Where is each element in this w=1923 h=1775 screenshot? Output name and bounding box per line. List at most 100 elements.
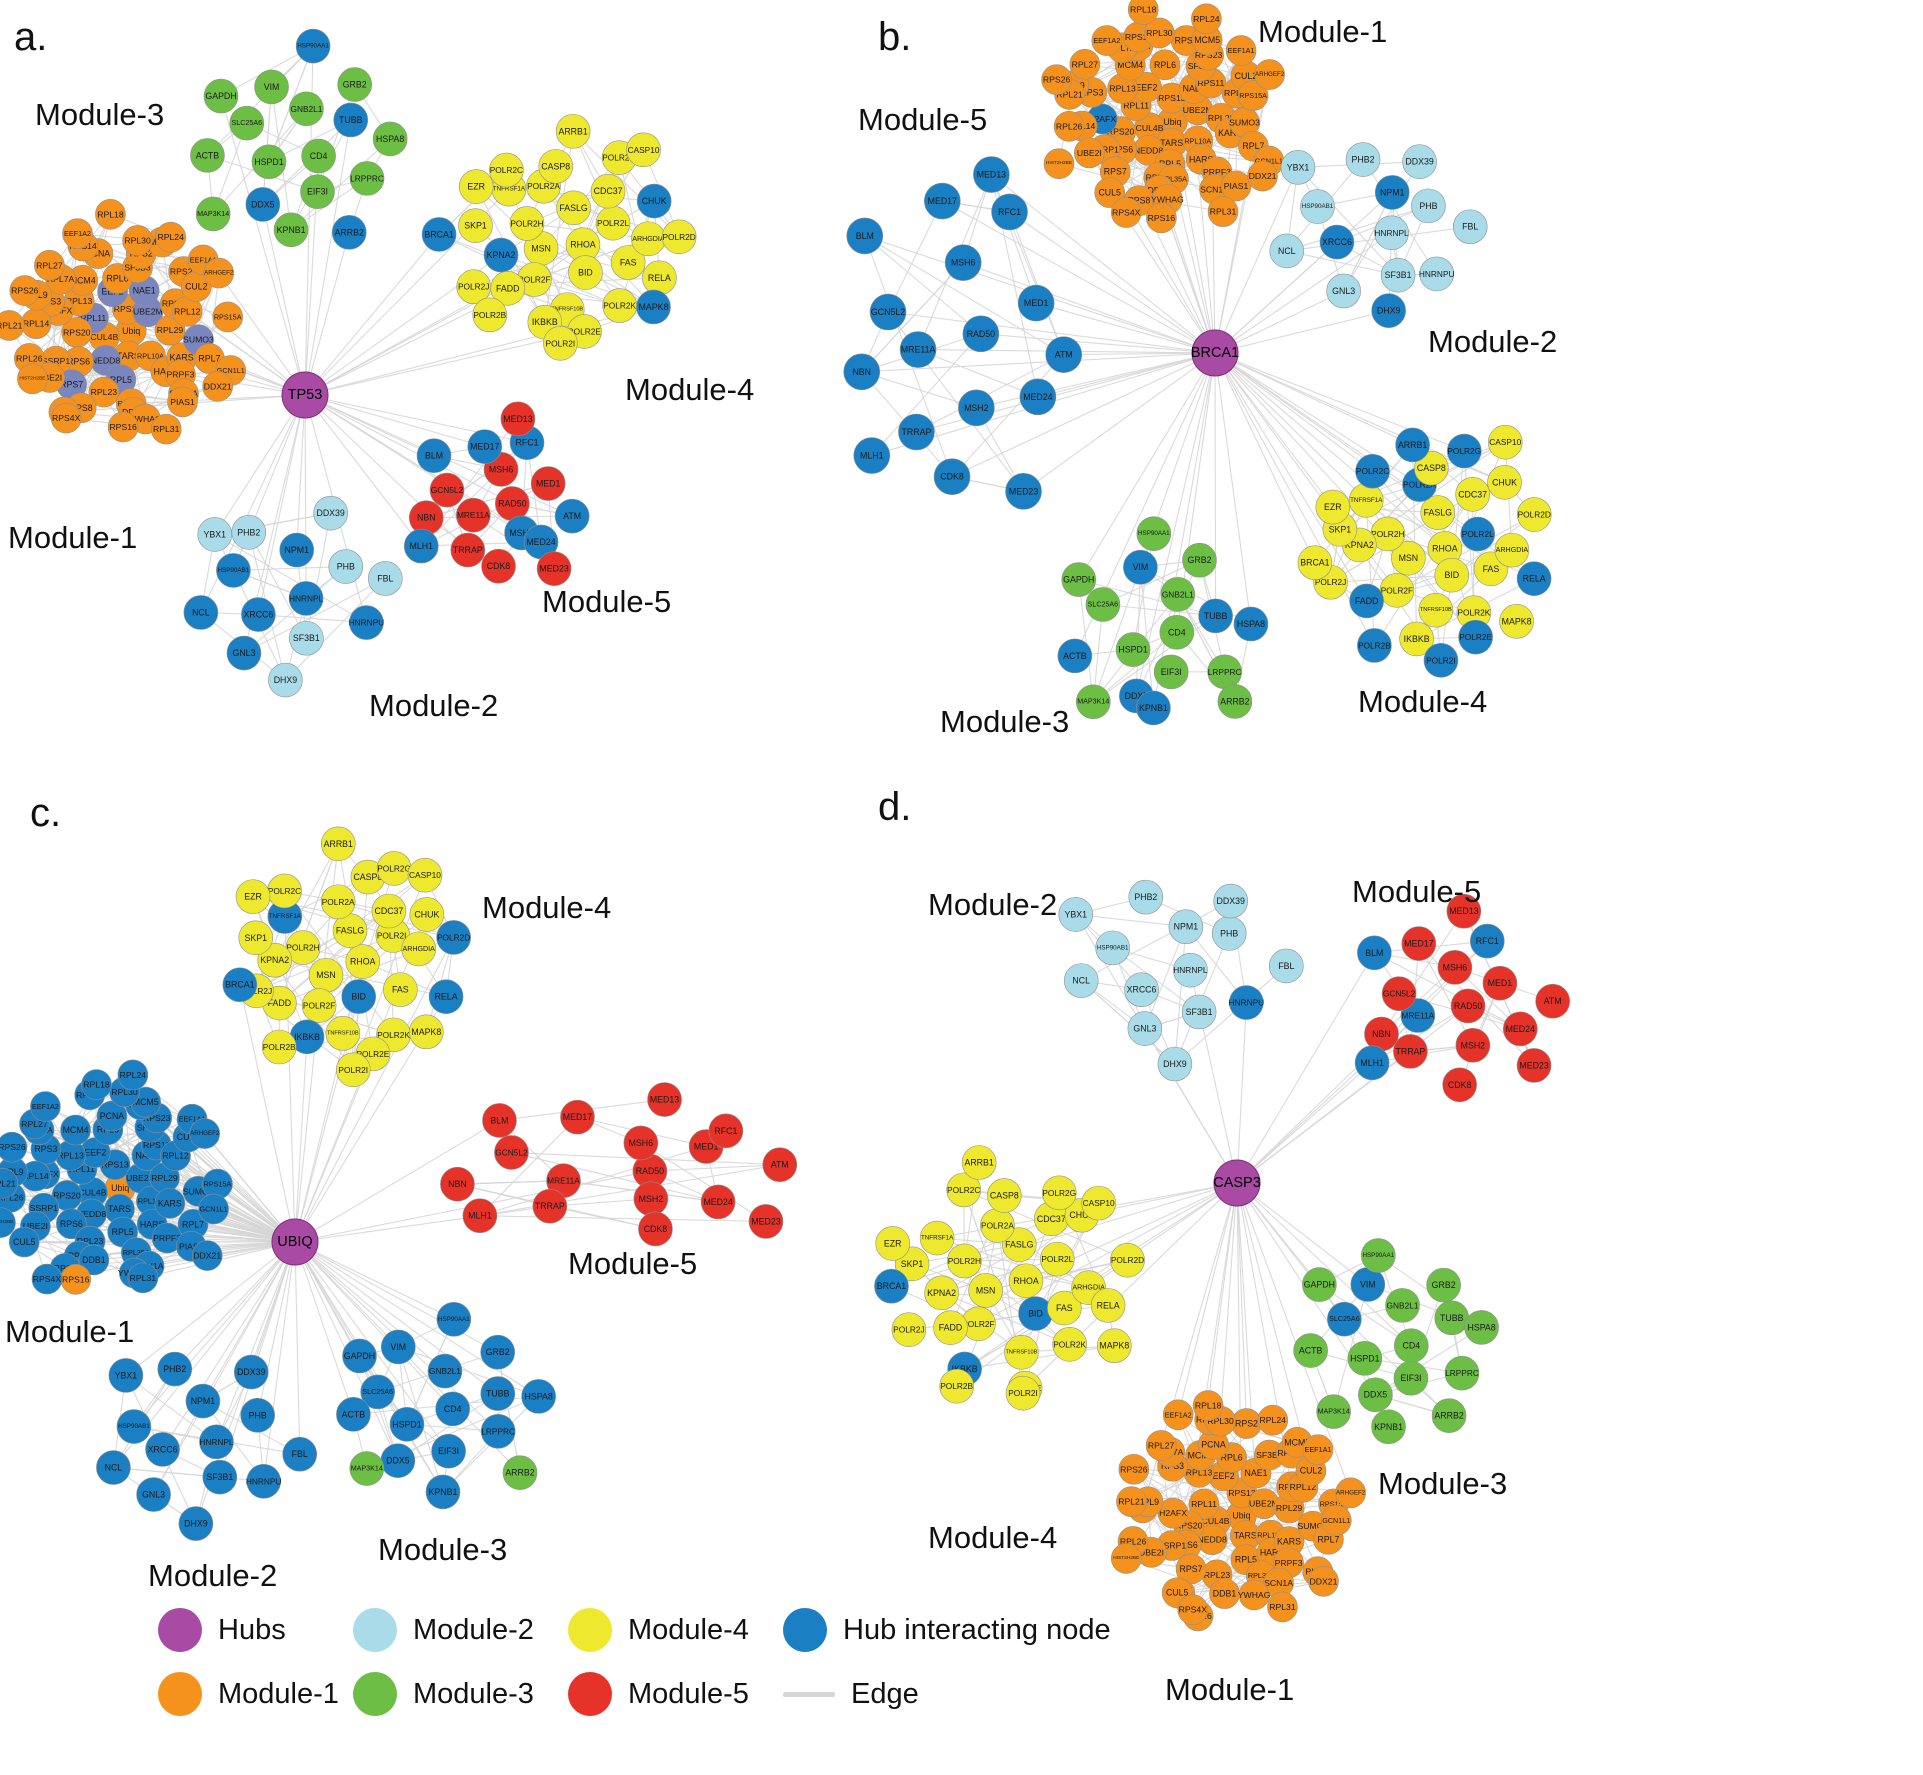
node-POLR2L (1039, 1241, 1075, 1277)
node-TNFRSF10B (1418, 592, 1454, 628)
node-RPS26 (1118, 1453, 1150, 1485)
edge (543, 185, 649, 240)
module-label-a-module-4: Module-4 (625, 372, 754, 407)
node-KPNB1 (425, 1474, 461, 1510)
edge (1319, 1284, 1412, 1347)
hub-edge (304, 394, 485, 448)
node-BRCA1 (222, 967, 258, 1003)
node-POLR2C (946, 1172, 982, 1208)
edge (243, 577, 386, 654)
hub-edge (861, 352, 1216, 373)
edge (1362, 159, 1438, 275)
node-ACTB (190, 138, 225, 173)
edge (887, 200, 943, 313)
node-HNRNPL (288, 581, 324, 616)
hub-edge (887, 311, 1216, 354)
hub-edge (304, 119, 352, 396)
node-MED13 (1446, 893, 1482, 929)
hub-label: TP53 (288, 387, 323, 403)
hub-edge (1152, 352, 1216, 708)
node-POLR2I (1005, 1375, 1041, 1411)
node-NCL (1269, 233, 1305, 269)
hub-edge (294, 1241, 399, 1348)
node-GRB2 (480, 1334, 516, 1370)
node-BID (568, 255, 603, 290)
node-FASLG (1420, 495, 1456, 530)
node-DHX9 (178, 1506, 214, 1541)
module-label-d-module-3: Module-3 (1378, 1466, 1507, 1501)
edge (214, 533, 367, 624)
edge (1102, 603, 1216, 617)
node-RPS15A (1237, 80, 1269, 111)
node-RPL31 (1267, 1591, 1298, 1623)
node-MLH1 (462, 1198, 498, 1234)
hub-edge (1236, 1062, 1373, 1184)
node-BLM (1357, 935, 1392, 971)
node-CDK8 (933, 458, 971, 495)
node-RPL30 (1144, 17, 1175, 49)
node-ARRB2 (1431, 1398, 1467, 1433)
node-MAP3K14 (1316, 1394, 1351, 1429)
hub-edge (1214, 352, 1367, 501)
node-RPS4X (1110, 197, 1142, 228)
node-TUBB (1198, 598, 1233, 634)
node-RPL27 (1145, 1430, 1177, 1461)
node-GNL3 (1326, 273, 1361, 309)
node-FBL (1269, 948, 1304, 984)
node-POLR2H (947, 1243, 982, 1279)
node-ACTB (1293, 1333, 1328, 1368)
node-BLM (482, 1103, 517, 1138)
node-TRRAP (450, 532, 486, 568)
node-KPNB1 (1136, 690, 1171, 726)
hub-edge (1177, 1182, 1238, 1415)
node-TUBB (480, 1376, 516, 1411)
node-GNB2L1 (1160, 577, 1196, 612)
node-MSH6 (623, 1125, 659, 1161)
module-label-b-module-5: Module-5 (858, 102, 987, 137)
module-label-d-module-1: Module-1 (1165, 1672, 1294, 1707)
node-RELA (642, 260, 677, 296)
node-POLR2K (602, 288, 637, 323)
edge (871, 333, 982, 456)
node-HSP90AA1 (295, 28, 331, 64)
legend-item-edge: Edge (783, 1678, 1123, 1711)
panel-b-labels: b. Module-1 Module-5 Module-2 Module-4 Module… (858, 14, 1557, 739)
node-POLR2D (661, 219, 697, 255)
node-TUBB (1434, 1300, 1470, 1336)
node-DDX5 (1358, 1377, 1393, 1413)
node-BRCA1 (1297, 545, 1333, 581)
edge (1092, 631, 1178, 703)
edge (1080, 900, 1231, 982)
hub-node-TP53 (281, 371, 329, 419)
node-CDC37 (371, 893, 407, 929)
node-RPL24 (117, 1059, 149, 1091)
edge (964, 1244, 1020, 1370)
node-EEF1A1 (1302, 1434, 1334, 1465)
node-GNL3 (226, 635, 262, 671)
edge (511, 1151, 719, 1203)
node-TRRAP (532, 1188, 568, 1224)
node-POLR2D (1110, 1242, 1145, 1278)
edge (1297, 166, 1399, 276)
node-TUBB (333, 102, 369, 138)
node-XRCC6 (1319, 224, 1355, 260)
edge (1396, 514, 1535, 591)
edge (941, 1292, 1070, 1345)
node-MED17 (560, 1099, 595, 1135)
edge (864, 235, 982, 335)
node-RFC1 (708, 1113, 744, 1149)
node-POLR2G (1446, 433, 1482, 469)
node-CD4 (301, 138, 336, 174)
module-label-b-module-3: Module-3 (940, 704, 1069, 739)
edge (397, 1393, 499, 1462)
node-CASP8 (987, 1178, 1022, 1213)
hub-edge (1236, 1182, 1352, 1494)
hub-edge (980, 333, 1216, 354)
node-POLR2H (509, 206, 545, 241)
hub-edge (239, 984, 296, 1243)
node-RFC1 (1469, 923, 1505, 959)
legend-label: Module-5 (628, 1677, 749, 1710)
node-BLM (846, 217, 884, 255)
node-RPS4X (31, 1263, 63, 1295)
edge (1075, 913, 1186, 928)
